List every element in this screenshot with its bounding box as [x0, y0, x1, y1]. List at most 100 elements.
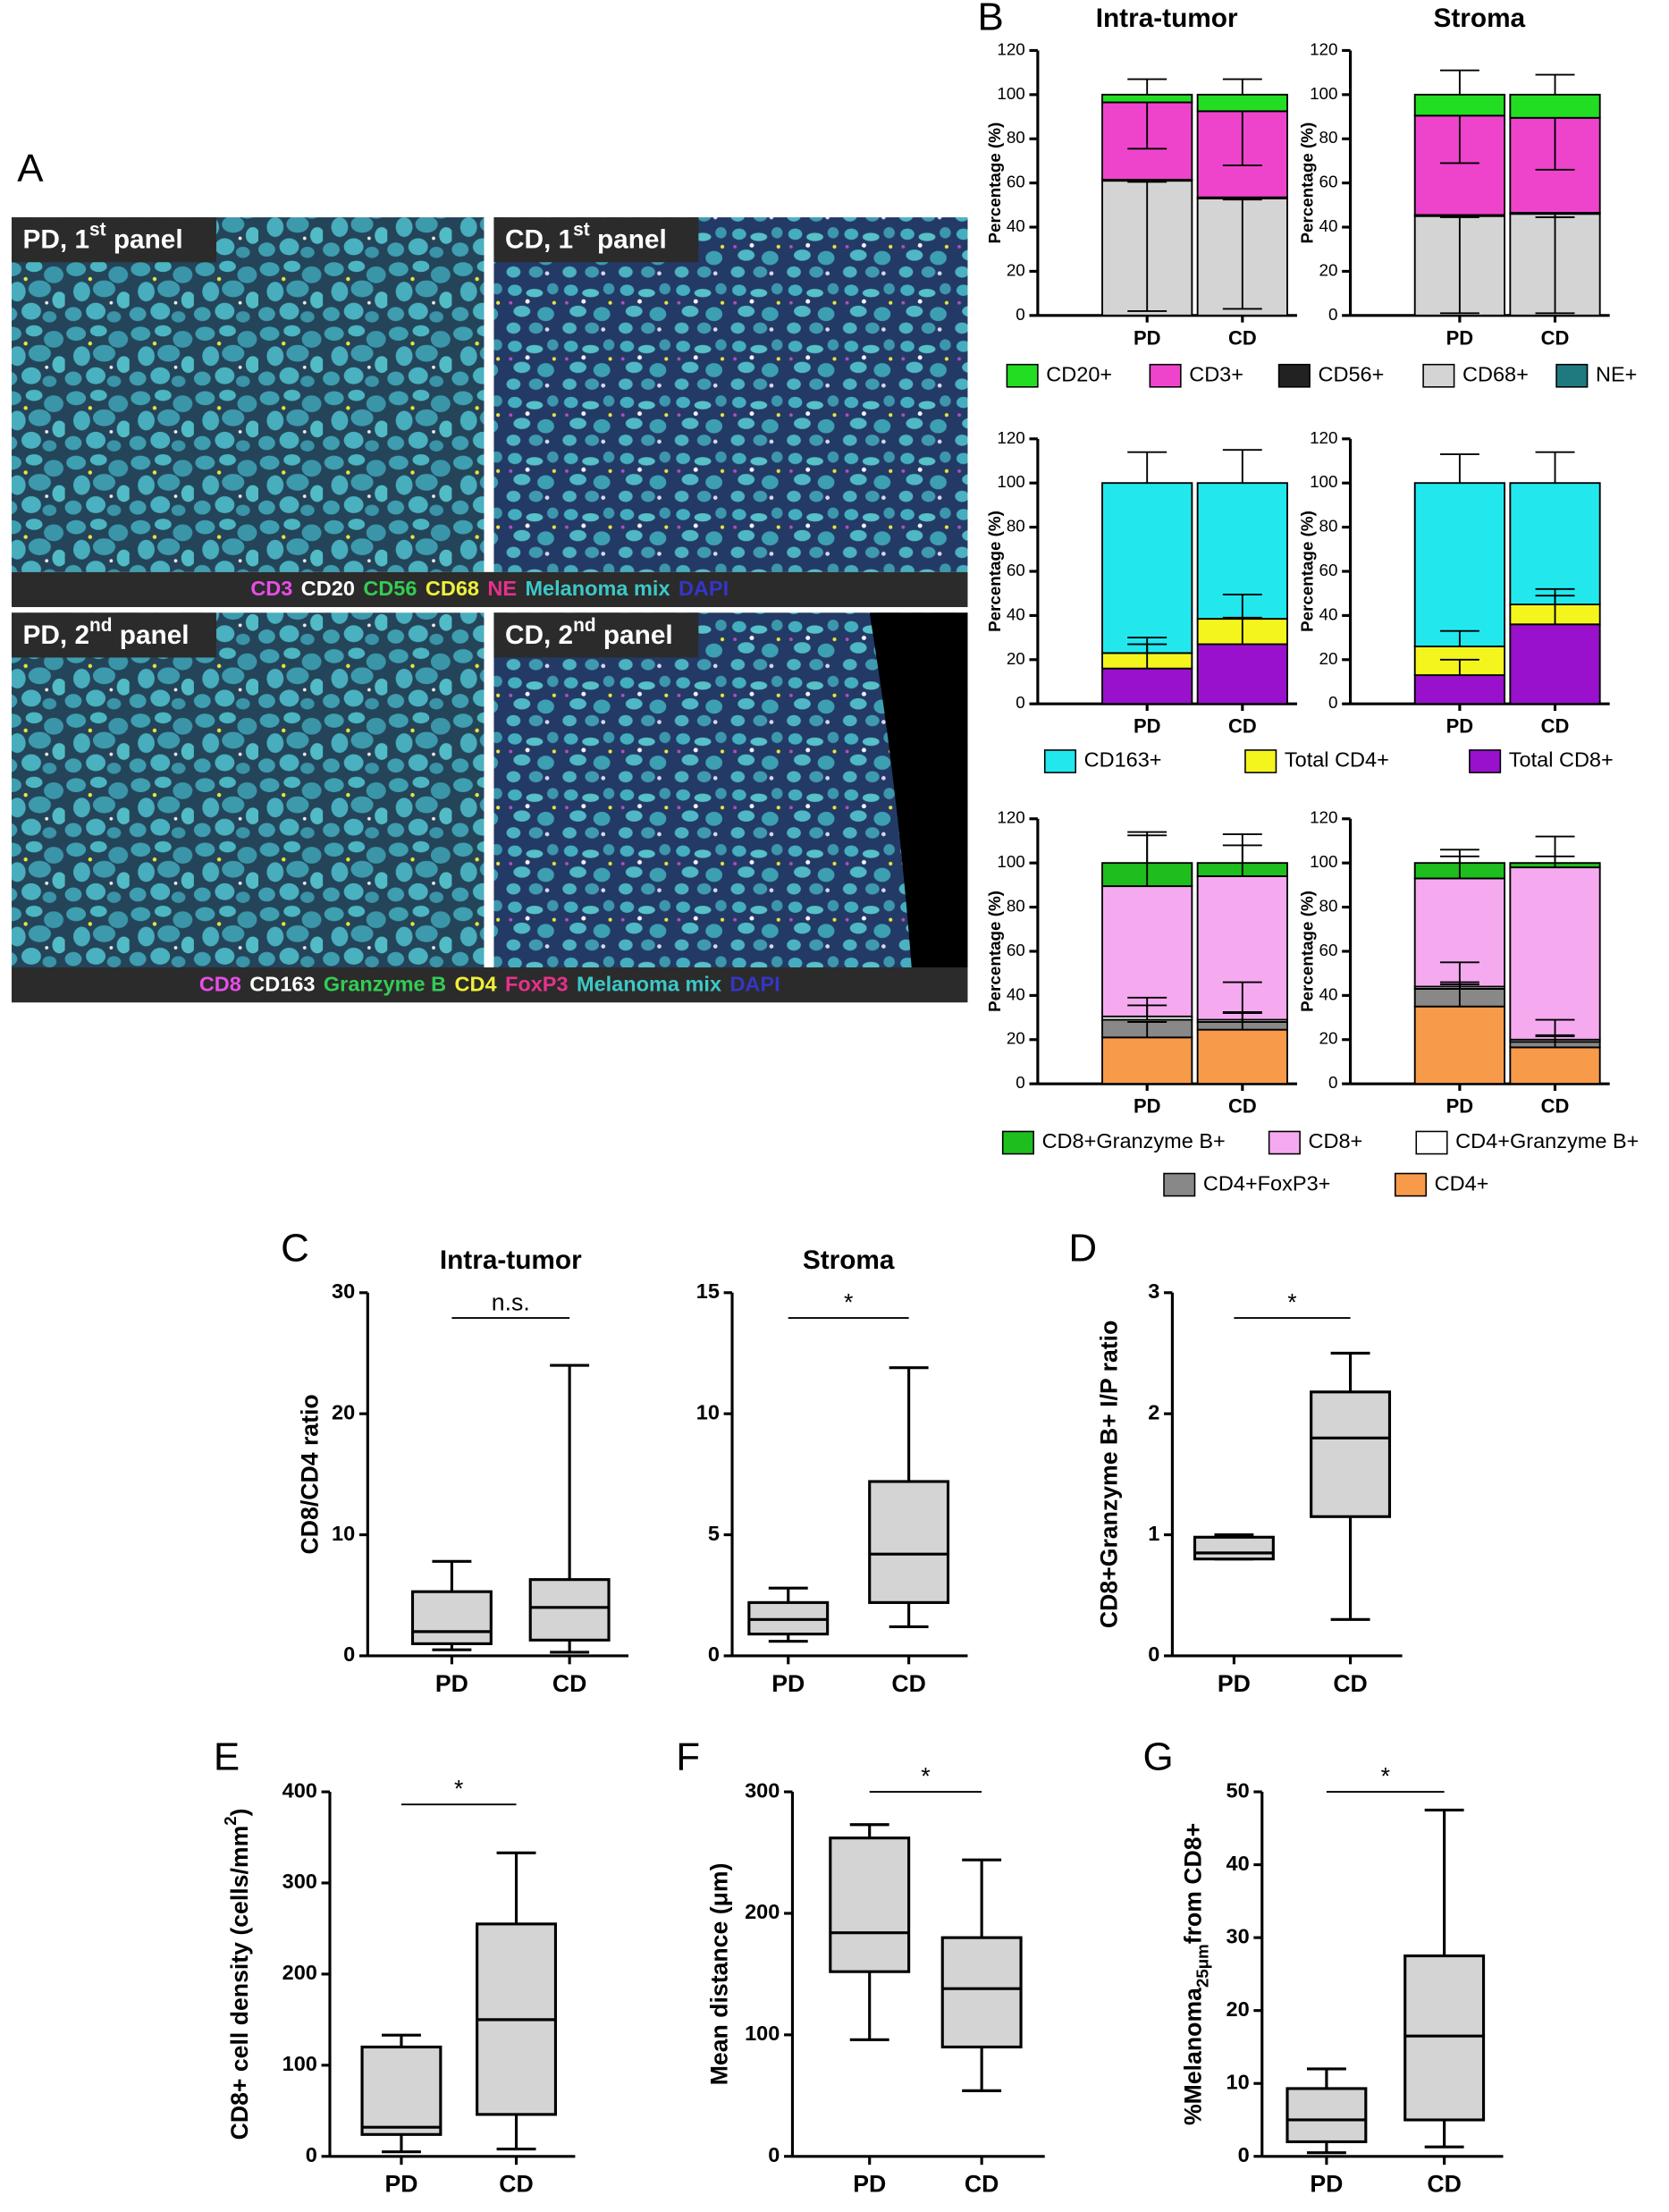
y-tick-label: 80	[1319, 128, 1338, 147]
stain-name: CD4	[455, 973, 497, 996]
y-tick-label: 20	[1319, 260, 1338, 279]
y-axis-label: %Melanoma25μmfrom CD8+	[1180, 1823, 1212, 2125]
x-tick-label: CD	[499, 2171, 533, 2198]
y-tick-label: 5	[708, 1522, 720, 1545]
y-axis-label-part: CD8/CD4 ratio	[297, 1394, 324, 1554]
y-axis-label-part: )	[226, 1808, 253, 1816]
significance-label: n.s.	[492, 1288, 530, 1315]
image-label-box	[12, 612, 216, 658]
y-axis-label-part: 2	[222, 1816, 240, 1825]
y-tick-label: 80	[1007, 897, 1025, 916]
y-tick-label: 300	[745, 1778, 780, 1802]
y-tick-label: 120	[1310, 808, 1337, 827]
y-axis-label-part: CD8+ cell density (cells/mm	[226, 1826, 253, 2140]
image-label-part: panel	[113, 621, 190, 650]
stain-legend: CD8 CD163 Granzyme B CD4 FoxP3 Melanoma mix DA…	[199, 973, 780, 996]
chart-title: Intra-tumor	[440, 1245, 582, 1275]
y-tick-label: 80	[1319, 517, 1338, 536]
y-tick-label: 100	[1310, 852, 1337, 871]
y-tick-label: 400	[282, 1778, 317, 1802]
y-axis-label: Percentage (%)	[985, 122, 1004, 244]
legend-label: CD8+	[1309, 1129, 1363, 1152]
x-tick-label: PD	[1134, 715, 1160, 738]
x-tick-label: PD	[771, 1670, 805, 1697]
y-axis-label-part: Percentage (%)	[1297, 891, 1316, 1012]
stain-name: Melanoma mix	[577, 973, 721, 996]
y-tick-label: 10	[696, 1400, 720, 1423]
y-tick-label: 20	[1226, 1997, 1249, 2021]
box	[829, 1836, 911, 1973]
image-label-box	[493, 612, 699, 658]
y-tick-label: 40	[1007, 984, 1025, 1003]
bar-segment	[1413, 1005, 1506, 1085]
stain-name: CD163	[249, 973, 315, 996]
bar-segment	[1196, 93, 1288, 113]
y-axis-label-part: from CD8+	[1180, 1823, 1207, 1944]
y-tick-label: 120	[997, 808, 1024, 827]
y-axis-label: Percentage (%)	[985, 891, 1004, 1012]
image-label-part: panel	[596, 621, 673, 650]
y-tick-label: 100	[745, 2022, 780, 2045]
image-label-part: st	[89, 220, 106, 241]
legend-swatch	[1415, 1130, 1448, 1155]
y-axis-label-part: %Melanoma	[1180, 1988, 1207, 2125]
image-label-part: CD, 1	[505, 225, 573, 255]
legend-swatch	[1001, 1130, 1034, 1155]
image-label-part: PD, 1	[23, 225, 89, 255]
y-tick-label: 40	[1226, 1852, 1249, 1875]
y-tick-label: 15	[696, 1279, 720, 1303]
y-tick-label: 0	[1238, 2143, 1250, 2166]
legend-swatch	[1163, 1172, 1196, 1197]
y-axis-label-part: Percentage (%)	[985, 122, 1004, 244]
y-tick-label: 2	[1148, 1400, 1159, 1423]
box	[868, 1480, 950, 1604]
legend-label: CD3+	[1189, 362, 1243, 385]
legend-label: Total CD4+	[1285, 748, 1389, 772]
significance-label: *	[921, 1762, 930, 1789]
micrograph	[493, 217, 968, 572]
x-tick-label: PD	[1446, 1095, 1473, 1118]
box	[1403, 1954, 1486, 2122]
bar-segment	[1101, 885, 1193, 1017]
y-tick-label: 80	[1007, 517, 1025, 536]
stain-name: CD3	[250, 577, 292, 600]
y-tick-label: 30	[332, 1279, 355, 1303]
x-tick-label: PD	[1218, 1670, 1251, 1697]
y-axis-label: Percentage (%)	[1297, 891, 1316, 1012]
y-axis-label: CD8+ cell density (cells/mm2)	[222, 1808, 254, 2140]
y-axis-label: Percentage (%)	[985, 511, 1004, 632]
y-tick-label: 20	[1319, 649, 1338, 668]
bar-segment	[1413, 482, 1506, 647]
y-tick-label: 20	[332, 1400, 355, 1423]
y-tick-label: 0	[1328, 693, 1337, 712]
image-label-box	[493, 217, 699, 263]
image-label: CD, 2nd panel	[505, 615, 673, 650]
bar-segment	[1509, 1046, 1601, 1085]
legend-label: CD20+	[1046, 362, 1112, 385]
y-tick-label: 100	[282, 2052, 317, 2075]
x-tick-label: PD	[1446, 715, 1473, 738]
significance-label: *	[844, 1288, 853, 1315]
x-tick-label: CD	[1541, 326, 1570, 349]
bar-segment	[1509, 866, 1601, 1041]
y-tick-label: 3	[1148, 1279, 1159, 1303]
y-tick-label: 10	[332, 1522, 355, 1545]
y-tick-label: 40	[1007, 216, 1025, 235]
panel-label: G	[1142, 1735, 1173, 1779]
y-tick-label: 80	[1319, 897, 1338, 916]
x-tick-label: CD	[1541, 1095, 1570, 1118]
y-tick-label: 0	[1016, 1073, 1024, 1092]
stain-name: DAPI	[679, 577, 729, 600]
bar-segment	[1101, 1036, 1193, 1085]
x-tick-label: CD	[1427, 2171, 1461, 2198]
x-tick-label: PD	[1134, 1095, 1160, 1118]
y-tick-label: 20	[1007, 649, 1025, 668]
y-tick-label: 40	[1319, 604, 1338, 623]
stain-name: CD8	[199, 973, 241, 996]
panel-title: Intra-tumor	[1096, 4, 1238, 33]
image-label-part: PD, 2	[23, 621, 89, 650]
stain-legend: CD3 CD20 CD56 CD68 NE Melanoma mix DAPI	[250, 577, 729, 600]
y-tick-label: 200	[282, 1961, 317, 1984]
stain-name: Granzyme B	[324, 973, 446, 996]
image-label-part: nd	[89, 615, 112, 636]
